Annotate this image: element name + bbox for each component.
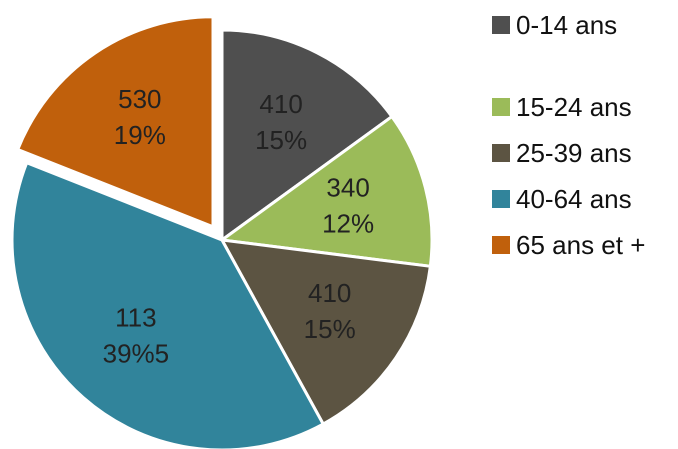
pie-slice xyxy=(219,238,433,427)
legend: 0-14 ans 15-24 ans 25-39 ans 40-64 ans 65 an… xyxy=(492,4,672,270)
pie-slice xyxy=(10,160,326,449)
legend-entry: 65 ans et + xyxy=(492,224,672,266)
slice-percent-label: 19% xyxy=(114,120,166,150)
slice-count-label: 340 xyxy=(326,172,369,202)
pie-slice xyxy=(218,114,434,268)
slice-count-label: 530 xyxy=(118,84,161,114)
pie-slice xyxy=(15,15,215,229)
slice-count-label: 113 xyxy=(115,303,156,333)
legend-label: 25-39 ans xyxy=(516,138,632,168)
legend-label: 40-64 ans xyxy=(516,184,632,214)
slice-percent-label: 12% xyxy=(322,208,374,238)
legend-swatch xyxy=(492,98,510,116)
pie: 410 15% 340 12% 410 15% 113 39%5 530 19% xyxy=(10,15,434,449)
legend-label: 65 ans et + xyxy=(516,230,646,260)
slice-count-label: 410 xyxy=(259,89,302,119)
slice-percent-label: 39%5 xyxy=(103,339,170,369)
legend-swatch xyxy=(492,236,510,254)
legend-swatch xyxy=(492,144,510,162)
legend-label: 15-24 ans xyxy=(516,92,632,122)
legend-swatch xyxy=(492,190,510,208)
pie-slice xyxy=(220,28,394,243)
legend-entry: 25-39 ans xyxy=(492,132,672,174)
legend-entry: 0-14 ans xyxy=(492,4,672,46)
legend-swatch xyxy=(492,16,510,34)
slice-percent-label: 15% xyxy=(255,125,307,155)
legend-entry: 15-24 ans xyxy=(492,86,672,128)
legend-entry: 40-64 ans xyxy=(492,178,672,220)
slice-percent-label: 15% xyxy=(304,314,356,344)
legend-label: 0-14 ans xyxy=(516,10,618,40)
slice-count-label: 410 xyxy=(308,278,351,308)
